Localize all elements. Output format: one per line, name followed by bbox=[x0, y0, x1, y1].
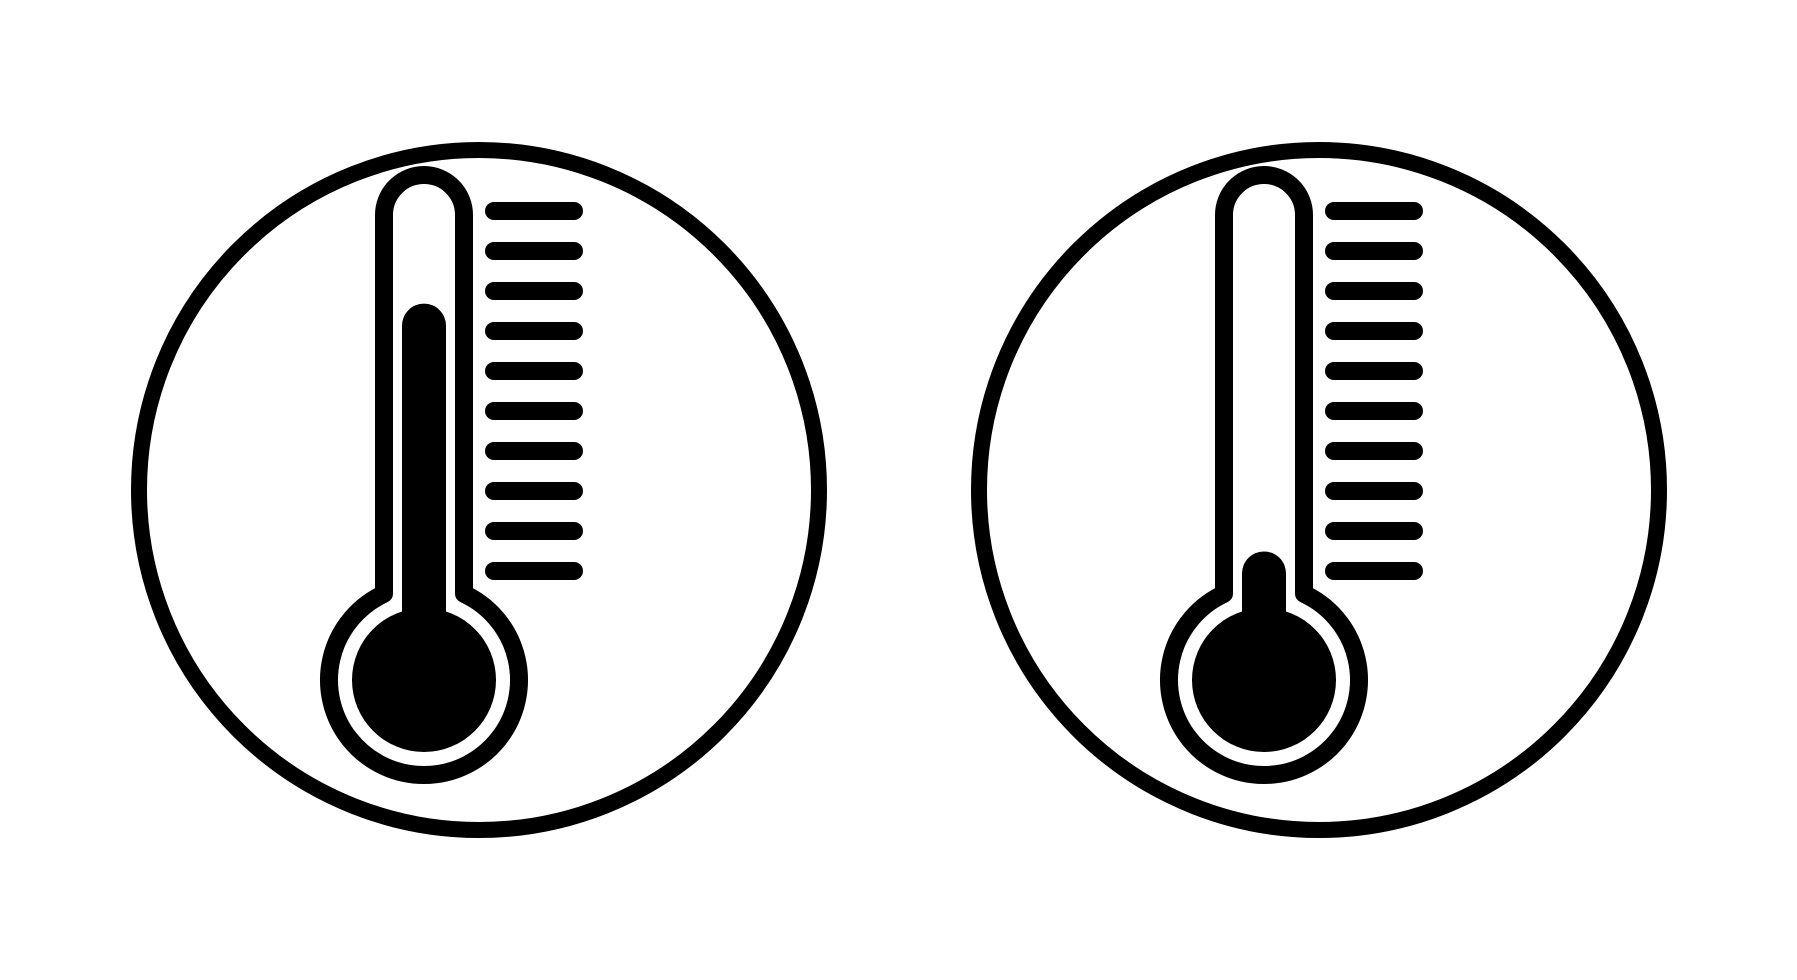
thermometer-high-icon bbox=[119, 130, 839, 850]
thermometer-low-icon bbox=[959, 130, 1679, 850]
icon-set bbox=[0, 0, 1797, 980]
